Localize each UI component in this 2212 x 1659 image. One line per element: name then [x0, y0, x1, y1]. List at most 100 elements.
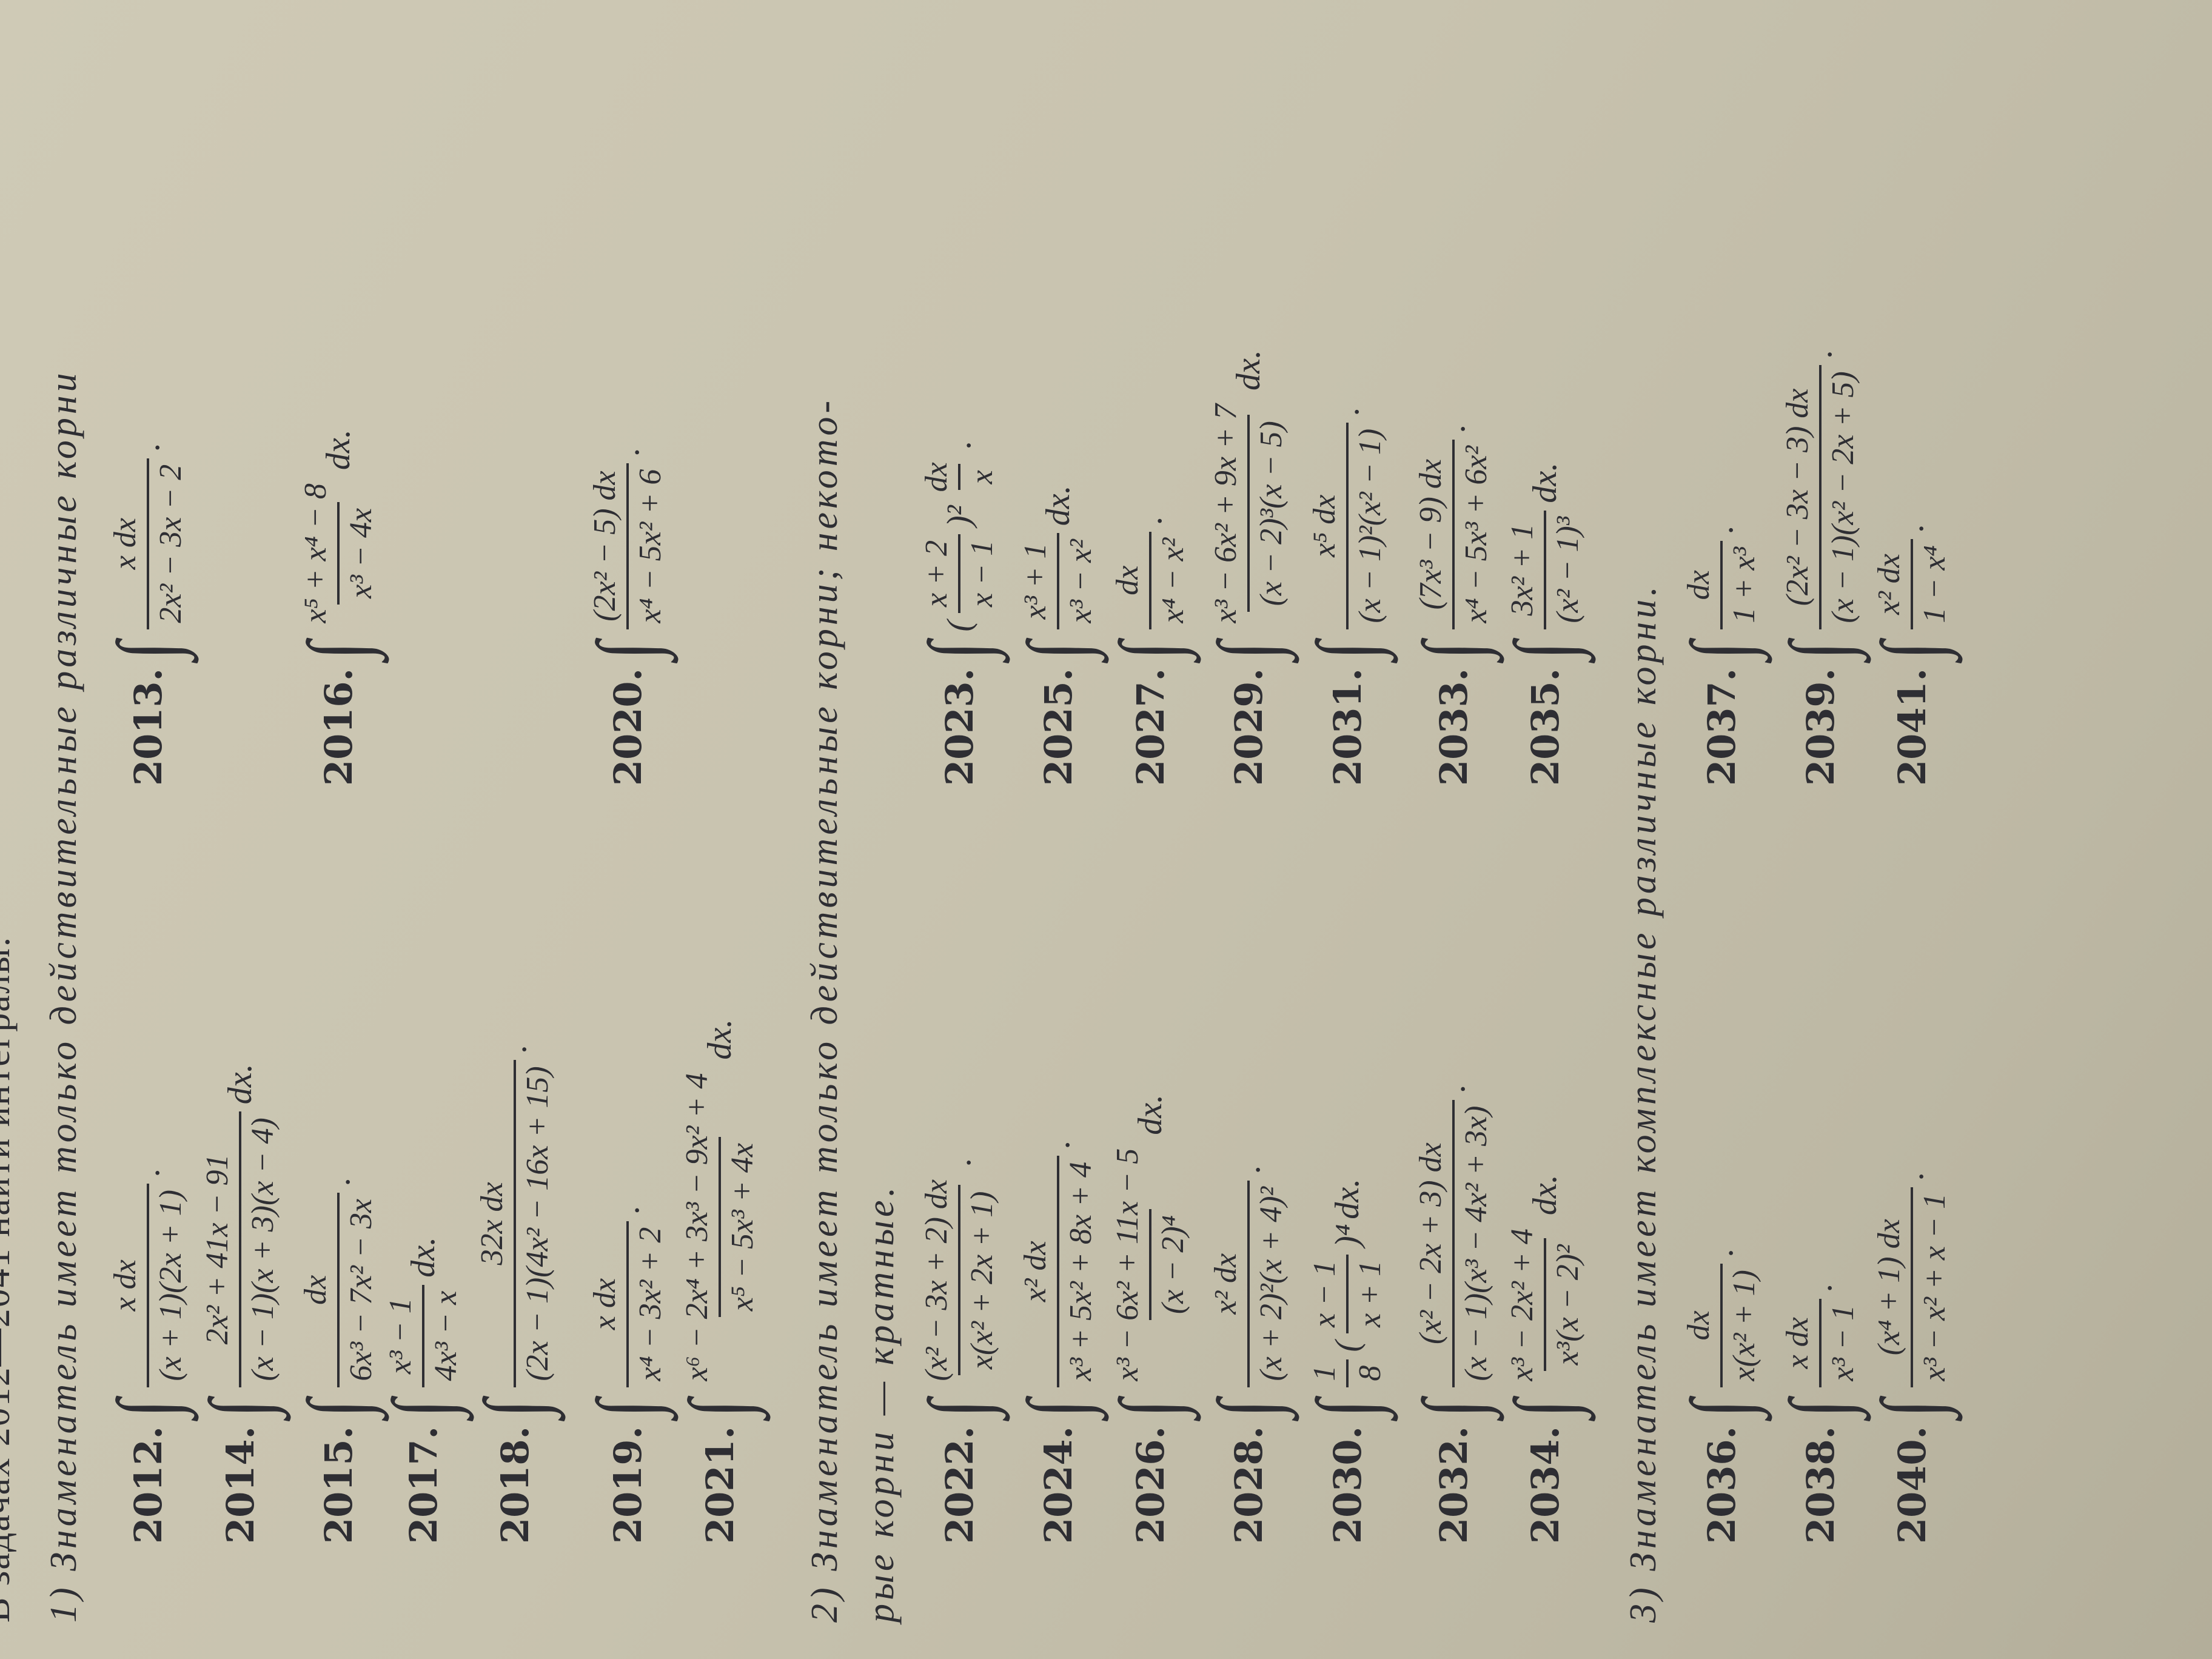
integral-sign: ∫ [1773, 1399, 1867, 1418]
denominator: x³ − x² + x − 1 [1911, 1187, 1952, 1387]
numerator: dx [919, 462, 954, 492]
numerator: x dx [588, 1278, 622, 1330]
numerator: x − 1 [1307, 1260, 1342, 1327]
numerator: 2x² + 41x − 91 [200, 1154, 235, 1345]
denominator: (x − 1)²(x² − 1) [1346, 422, 1388, 629]
math-text: dx. [1329, 1178, 1366, 1219]
denominator: x⁴ − x² [1149, 531, 1191, 629]
integral-sign: ∫ [1300, 641, 1394, 660]
problem-number: 2030. [1325, 1426, 1370, 1544]
numerator: dx [1681, 570, 1716, 600]
denominator: x³(x − 2)² [1544, 1238, 1586, 1372]
math-text: dx. [1526, 1175, 1564, 1216]
problem-number: 2037. [1699, 668, 1744, 786]
denominator: 1 − x⁴ [1911, 539, 1952, 629]
integral-sign: ∫ [580, 1399, 674, 1418]
integral-sign: ∫ [1201, 1399, 1295, 1418]
math-text: )² [940, 505, 978, 527]
numerator: x³ − 1 [383, 1298, 418, 1375]
numerator: x⁶ − 2x⁴ + 3x³ − 9x² + 4 [680, 1073, 714, 1381]
problem-number: 2029. [1226, 668, 1271, 786]
problem-row: 2021. ∫ x⁶ − 2x⁴ + 3x³ − 9x² + 4 x⁵ − 5x³ +… [659, 0, 780, 1659]
fraction: x⁵ dx (x − 1)²(x² − 1) [1307, 422, 1388, 629]
math-text: . [609, 1205, 646, 1214]
problem-number: 2025. [1036, 668, 1081, 786]
math-text: . [1801, 1282, 1839, 1292]
problem-number: 2027. [1128, 668, 1173, 786]
integral-sign: ∫ [1498, 1399, 1592, 1418]
problem-number: 2023. [937, 668, 982, 786]
problem-number: 2032. [1431, 1426, 1476, 1544]
math-text: ( [1329, 1340, 1366, 1352]
math-text: . [609, 447, 646, 456]
math-text: dx. [1131, 1094, 1169, 1135]
problem-number: 2033. [1431, 668, 1476, 786]
section-2-heading: 2) Знаменатель имеет только действительн… [804, 397, 845, 1623]
math-text: . [496, 1044, 534, 1053]
math-text: . [320, 1177, 357, 1186]
numerator: (2x² − 5) dx [588, 471, 622, 622]
integral-sign: ∫ [101, 1399, 195, 1418]
problem-number: 2015. [316, 1426, 361, 1544]
problem-row: 2018. ∫ 32x dx (2x − 1)(4x² − 16x + 15). [454, 0, 575, 1659]
problem-2040: 2040. ∫ (x⁴ + 1) dx x³ − x² + x − 1. [1851, 1169, 1972, 1544]
fraction: x³ − 6x² + 9x + 7 (x − 2)³(x − 5) [1208, 398, 1289, 629]
numerator: x³ − 6x² + 11x − 5 [1110, 1148, 1145, 1381]
integral-sign: ∫ [1011, 641, 1105, 660]
problem-number: 2034. [1523, 1426, 1567, 1544]
denominator: 1 + x³ [1720, 540, 1762, 629]
numerator: (x² − 3x + 2) dx [919, 1179, 954, 1381]
numerator: x³ + 1 [1018, 543, 1053, 620]
numerator: x³ − 2x² + 4 [1505, 1228, 1540, 1381]
integral-sign: ∫ [1011, 1399, 1105, 1418]
integral-sign: ∫ [468, 1399, 561, 1418]
denominator: (x² − 1)³ [1544, 510, 1586, 629]
problem-number: 2036. [1699, 1426, 1744, 1544]
numerator: x² dx [1872, 554, 1906, 615]
fraction: (x² − 3x + 2) dx x(x² + 2x + 1) [919, 1173, 1000, 1387]
fraction: x³ + 1 x³ − x² [1017, 533, 1099, 629]
math-text: dx. [1039, 485, 1077, 526]
fraction: x⁶ − 2x⁴ + 3x³ − 9x² + 4 x⁵ − 5x³ + 4x [679, 1067, 760, 1387]
problem-number: 2014. [218, 1426, 263, 1544]
problem-number: 2026. [1128, 1426, 1173, 1544]
problem-2034: 2034. ∫ x³ − 2x² + 4 x³(x − 2)² dx. [1484, 1172, 1606, 1544]
numerator: x³ − 6x² + 9x + 7 [1208, 403, 1243, 623]
denominator: (x + 2)²(x + 4)² [1247, 1180, 1289, 1387]
fraction: (7x³ − 9) dx x⁴ − 5x³ + 6x² [1413, 439, 1494, 629]
numerator: (x² − 2x + 3) dx [1413, 1142, 1448, 1344]
numerator: (x⁴ + 1) dx [1872, 1219, 1906, 1356]
numerator: x² dx [1018, 1241, 1053, 1302]
integral-sign: ∫ [1773, 641, 1867, 660]
integral-sign: ∫ [672, 1399, 766, 1418]
integral-sign: ∫ [1103, 1399, 1197, 1418]
math-text: . [1230, 1164, 1267, 1173]
fraction: x² dx (x + 2)²(x + 4)² [1208, 1180, 1289, 1387]
problem-number: 2021. [697, 1426, 742, 1544]
numerator: x dx [1780, 1317, 1815, 1369]
problem-number: 2022. [937, 1426, 982, 1544]
problem-number: 2039. [1798, 668, 1843, 786]
numerator: dx [1110, 565, 1145, 595]
integral-sign: ∫ [1201, 641, 1295, 660]
section-3-heading: 3) Знаменатель имеет комплексные различн… [1623, 583, 1664, 1623]
integral-sign: ∫ [1865, 1399, 1959, 1418]
problem-row: 2040. ∫ (x⁴ + 1) dx x³ − x² + x − 1. 2041. ∫ x… [1851, 0, 1972, 1659]
math-text: dx. [221, 1064, 259, 1105]
fraction: (x² − 2x + 3) dx (x − 1)(x³ − 4x² + 3x) [1413, 1099, 1494, 1387]
math-text: . [1329, 406, 1366, 415]
math-text: dx. [404, 1236, 442, 1278]
fraction: 3x² + 1 (x² − 1)³ [1504, 510, 1586, 629]
integral-sign: ∫ [580, 641, 674, 660]
problem-2021: 2021. ∫ x⁶ − 2x⁴ + 3x³ − 9x² + 4 x⁵ − 5x³ +… [659, 1017, 780, 1544]
denominator: x(x² + 2x + 1) [958, 1185, 1000, 1376]
problem-number: 2040. [1889, 1426, 1934, 1544]
denominator: (x − 2)⁴ [1149, 1209, 1191, 1321]
integral-sign: ∫ [1406, 1399, 1500, 1418]
math-text: . [129, 442, 167, 451]
math-text: . [1435, 423, 1472, 432]
